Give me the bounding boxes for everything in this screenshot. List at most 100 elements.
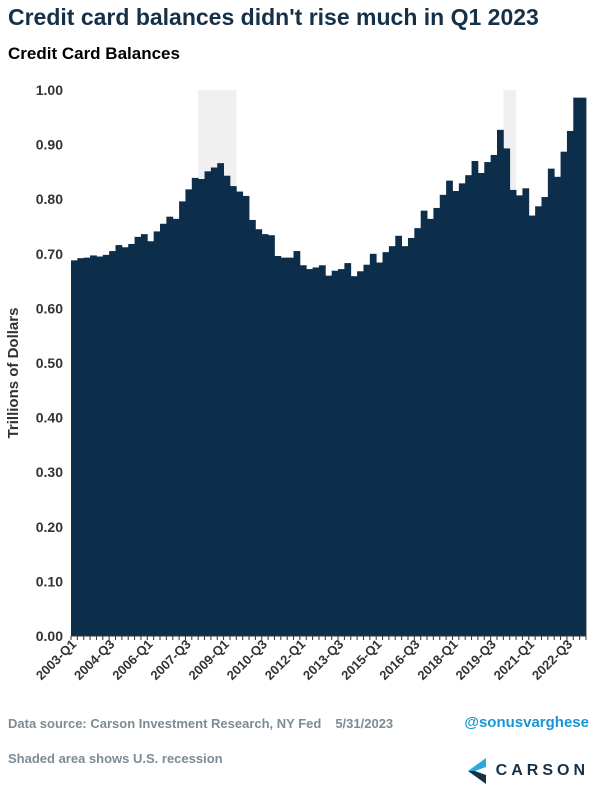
bar [236,191,244,636]
bar [395,235,403,637]
y-tick-label: 0.60 [36,300,63,316]
y-tick-label: 0.90 [36,137,63,153]
bar [363,264,371,636]
bar [90,255,97,637]
bar [420,210,428,636]
y-tick-label: 0.50 [36,355,63,371]
bar [427,218,434,636]
y-tick-label: 0.20 [36,519,63,535]
bar [255,229,263,637]
bar [344,263,352,636]
bar [185,189,193,636]
bar [280,257,288,636]
bar [223,175,231,637]
bar [204,171,212,636]
bar [293,251,301,636]
bar [83,257,91,636]
bar [96,256,104,636]
x-tick-label: 2016-Q3 [376,637,422,683]
bar [388,246,396,636]
bar [121,247,129,637]
x-tick-label: 2012-Q1 [262,637,308,683]
data-source-text: Data source: Carson Investment Research,… [8,716,322,731]
chart-title: Credit Card Balances [8,44,180,63]
bar [172,218,180,636]
bar [554,176,561,636]
bar [528,215,536,636]
page-title: Credit card balances didn't rise much in… [8,4,539,30]
bar [357,271,364,636]
bar [268,235,275,636]
bar [535,206,542,636]
bar [229,186,237,636]
bar [477,172,485,636]
x-tick-label: 2007-Q3 [147,637,193,683]
bar [401,246,409,636]
y-tick-label: 0.80 [36,191,63,207]
bar [325,275,333,636]
bar [179,201,186,636]
bar [573,97,581,637]
bar [71,260,78,636]
bar [160,223,167,636]
x-tick-label: 2010-Q3 [224,637,270,683]
data-source: Data source: Carson Investment Research,… [8,716,393,731]
publish-date: 5/31/2023 [335,716,394,731]
bar [249,219,256,636]
bar [191,177,199,636]
bar [503,148,511,636]
bar-layer [71,97,587,637]
y-axis-label: Trillions of Dollars [5,308,22,439]
y-tick-label: 0.40 [36,410,63,426]
x-tick-label: 2004-Q3 [71,637,117,683]
bar [350,276,358,636]
bar [299,265,307,636]
bar [471,160,479,637]
y-tick-label: 0.70 [36,246,63,262]
bar [153,231,161,636]
bar [147,241,155,636]
bar [452,191,460,636]
bar [465,175,472,636]
y-tick-label: 1.00 [36,82,63,98]
bar [547,168,555,636]
x-tick-label: 2021-Q1 [491,637,537,683]
bar [509,189,517,636]
bar [458,183,466,636]
y-tick-label: 0.10 [36,573,63,589]
brand-logo: CARSON [466,755,589,787]
bar [102,254,110,636]
x-tick-label: 2018-Q1 [414,637,460,683]
bar [77,258,85,636]
brand-name: CARSON [495,762,589,779]
bar [166,216,174,636]
bar [312,267,320,636]
bar [306,269,314,636]
credit-card-balances-chart: 0.00 0.10 0.20 0.30 0.40 0.50 0.60 0.70 0.80 0.90… [5,82,587,683]
bar [516,195,523,637]
bar [541,197,549,637]
bar [433,207,441,636]
x-tick-label: 2019-Q3 [453,637,499,683]
bar [318,265,326,636]
bar [446,180,453,637]
x-tick-label: 2015-Q1 [338,637,384,683]
x-tick-label: 2022-Q3 [529,637,575,683]
bar [484,162,492,636]
bar [210,167,218,637]
bar [274,255,282,636]
bar [376,262,383,636]
bar [134,236,142,636]
bar [579,97,587,637]
y-tick-label: 0.30 [36,464,63,480]
bar [414,228,422,636]
bar [140,234,148,637]
bar [382,252,390,637]
bar [560,151,568,636]
recession-note: Shaded area shows U.S. recession [8,751,223,766]
twitter-handle[interactable]: @sonusvarghese [464,714,589,731]
bar [242,195,250,636]
bar [338,269,345,636]
bar [198,178,205,637]
bar [261,234,269,637]
